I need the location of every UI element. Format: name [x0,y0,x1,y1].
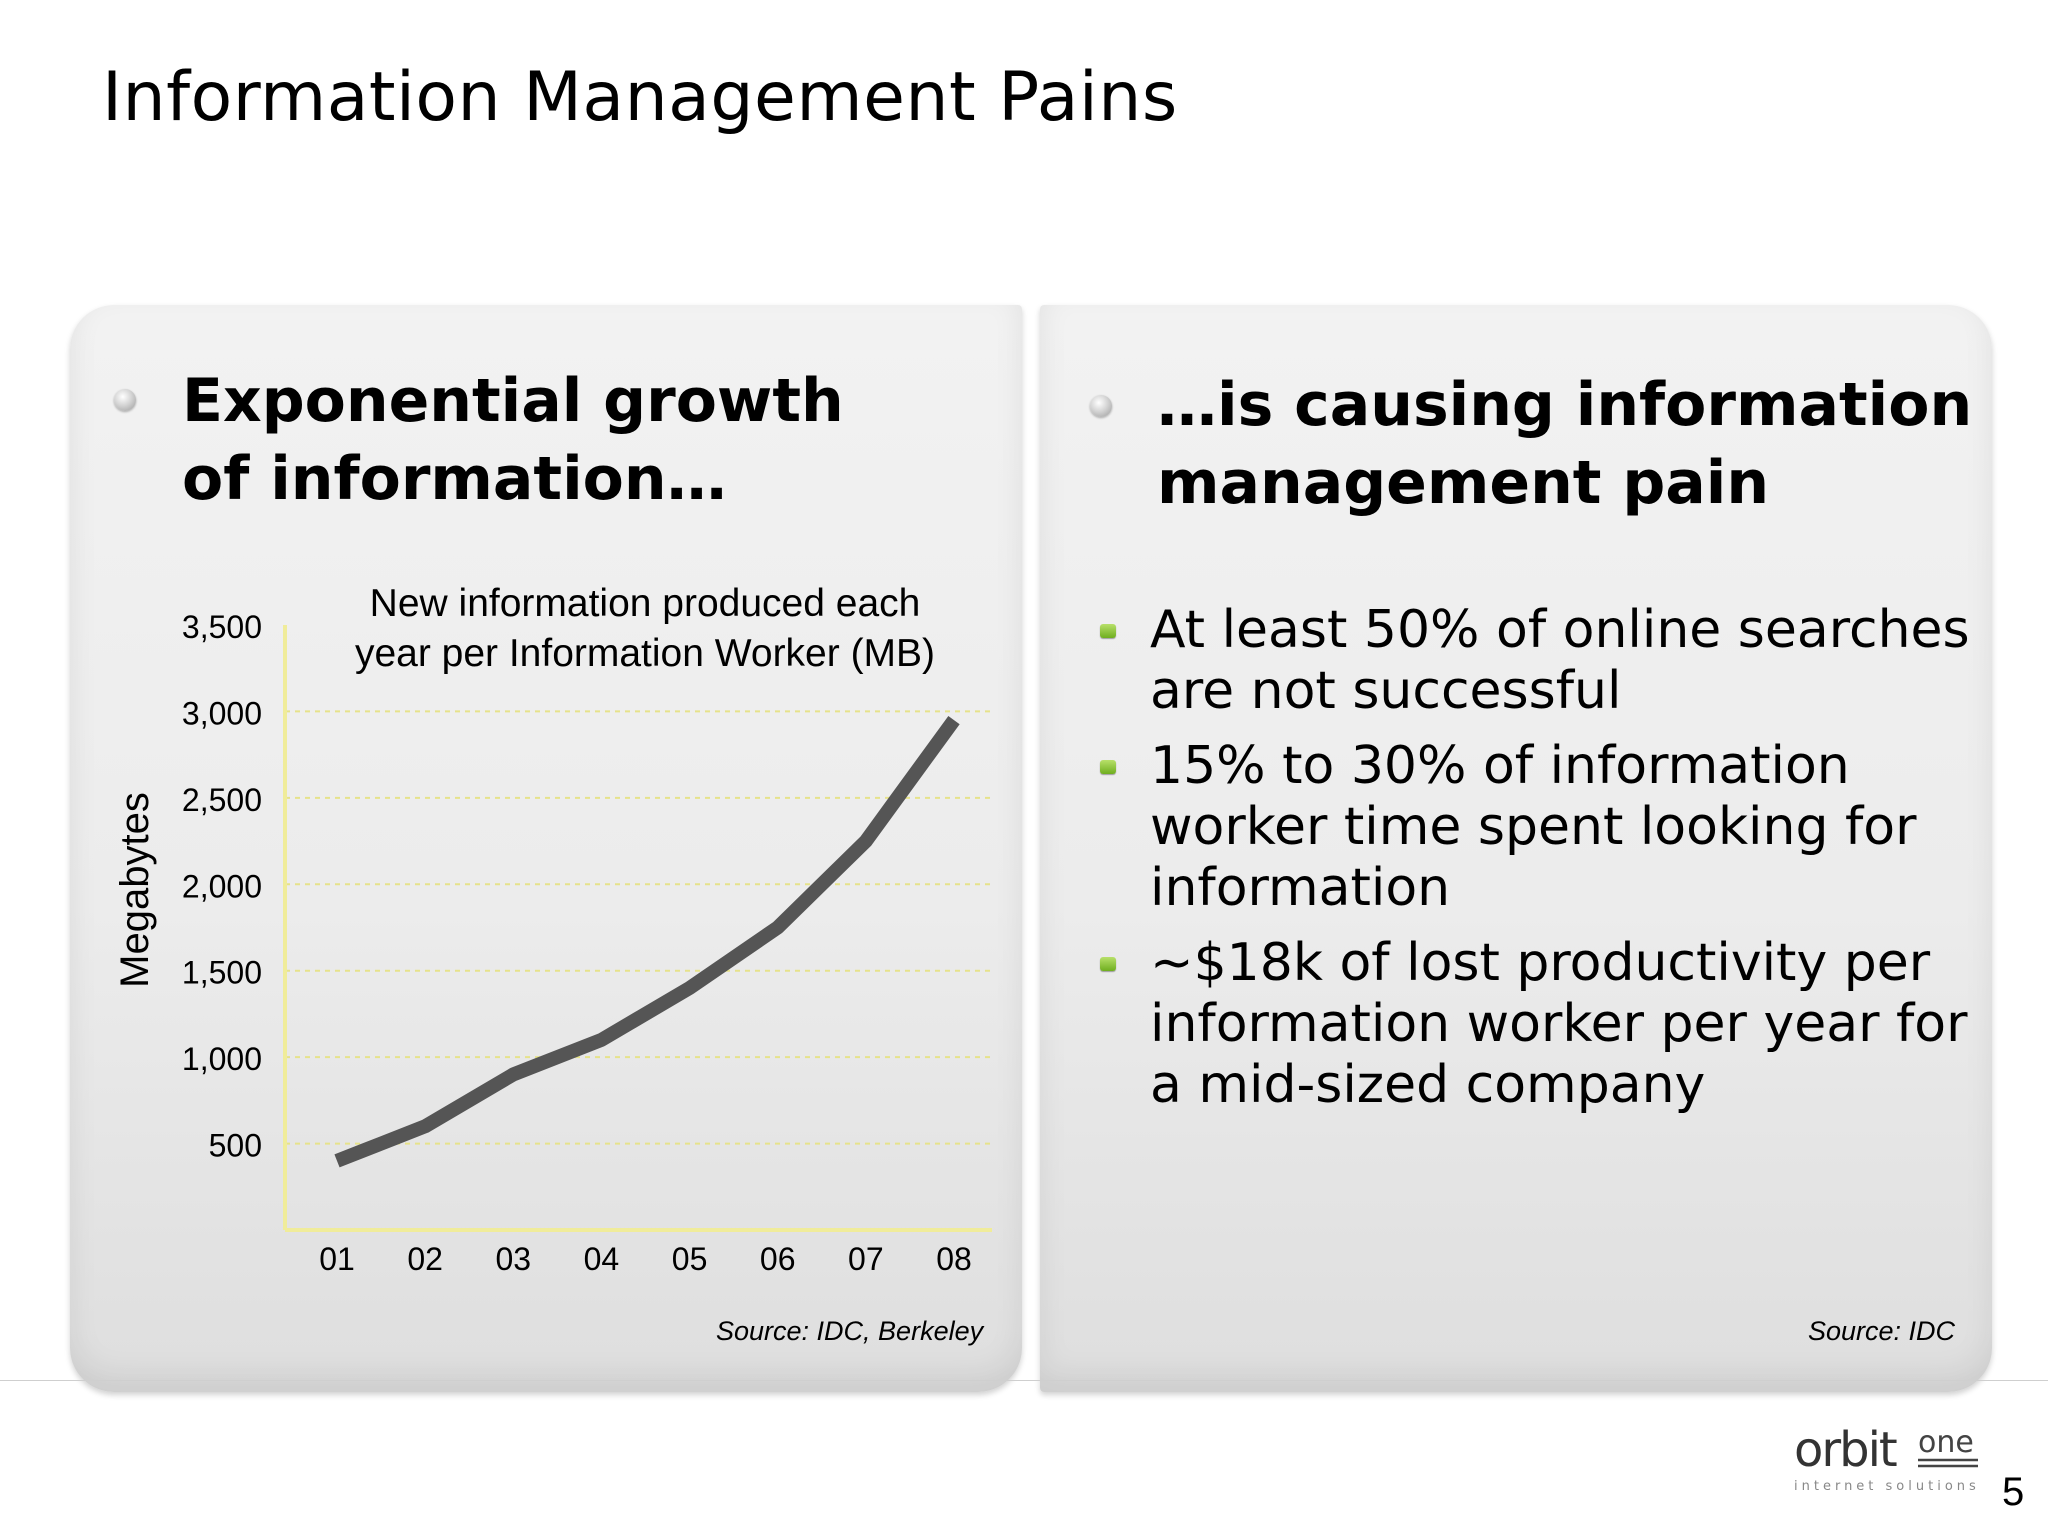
bullet-text: ~$18k of lost productivity per informati… [1150,933,1968,1115]
list-item: 15% to 30% of information worker time sp… [1100,736,1990,919]
y-tick-label: 1,000 [182,1041,262,1077]
x-tick-label: 01 [319,1241,355,1277]
x-tick-label: 02 [407,1241,443,1277]
green-square-bullet-icon [1100,957,1116,971]
x-tick-label: 05 [672,1241,708,1277]
x-tick-label: 03 [495,1241,531,1277]
x-tick-label: 08 [936,1241,972,1277]
right-heading: …is causing information management pain [1157,366,1972,522]
left-heading-line1: Exponential growth [182,366,844,436]
green-square-bullet-icon [1100,760,1116,774]
pain-bullet-list: At least 50% of online searches are not … [1100,600,1990,1130]
chart-title-line2: year per Information Worker (MB) [355,632,935,675]
logo-tagline: internet solutions [1794,1479,1980,1494]
list-item: At least 50% of online searches are not … [1100,600,1990,722]
page-number: 5 [2002,1470,2025,1514]
chart-title-line1: New information produced each [370,582,921,625]
x-tick-label: 06 [760,1241,796,1277]
bullet-text: At least 50% of online searches are not … [1150,600,1970,721]
green-square-bullet-icon [1100,624,1116,638]
list-item: ~$18k of lost productivity per informati… [1100,933,1990,1116]
series-line [334,715,960,1168]
orbit-one-logo: orbit one internet solutions [1794,1422,1980,1494]
logo-suffix: one [1918,1425,1974,1460]
right-heading-line2: management pain [1157,448,1770,518]
x-tick-label: 04 [584,1241,620,1277]
y-tick-label: 500 [209,1128,262,1164]
y-axis-label: Megabytes [113,792,157,988]
right-panel [1040,305,1992,1392]
panel-bullet-icon [1090,395,1112,417]
left-heading-line2: of information… [182,444,727,514]
left-source: Source: IDC, Berkeley [716,1316,984,1346]
y-tick-label: 3,000 [182,695,262,731]
right-source: Source: IDC [1808,1316,1956,1346]
y-tick-label: 2,500 [182,782,262,818]
footer-divider [0,1380,2048,1381]
left-heading: Exponential growth of information… [182,362,844,518]
slide-title: Information Management Pains [102,58,1178,137]
y-tick-label: 3,500 [182,609,262,645]
bullet-text: 15% to 30% of information worker time sp… [1150,736,1917,918]
logo-word: orbit [1794,1422,1897,1478]
right-heading-line1: …is causing information [1157,370,1973,440]
x-tick-label: 07 [848,1241,884,1277]
y-tick-label: 1,500 [182,955,262,991]
y-tick-label: 2,000 [182,868,262,904]
panel-bullet-icon [114,389,136,411]
